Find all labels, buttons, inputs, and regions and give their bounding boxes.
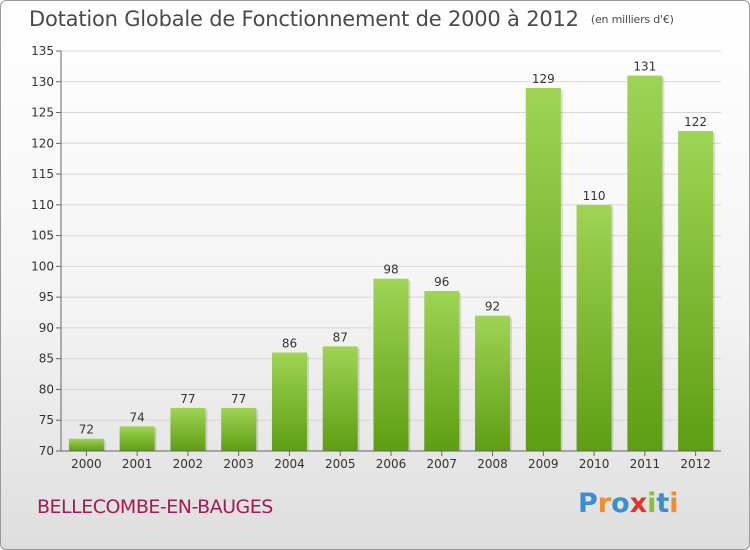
y-tick-label: 130: [31, 75, 54, 89]
bar: [271, 352, 307, 451]
bar-value-label: 131: [633, 60, 656, 74]
proxiti-logo: Proxiti: [578, 488, 679, 519]
x-tick-label: 2008: [477, 457, 508, 471]
bar: [424, 291, 460, 451]
y-tick-label: 95: [39, 290, 54, 304]
bar-value-label: 86: [282, 337, 297, 351]
bar-value-label: 74: [130, 410, 145, 424]
y-tick-label: 110: [31, 198, 54, 212]
logo-letter: t: [656, 488, 670, 519]
y-tick-label: 100: [31, 259, 54, 273]
bar: [68, 438, 104, 451]
bar-value-label: 77: [180, 392, 195, 406]
x-tick-label: 2012: [680, 457, 711, 471]
logo-letter: i: [669, 488, 679, 519]
x-tick-label: 2001: [122, 457, 153, 471]
x-tick-label: 2011: [630, 457, 661, 471]
bar-value-label: 110: [583, 189, 606, 203]
bar: [373, 278, 409, 451]
bar-value-label: 98: [383, 263, 398, 277]
x-tick-label: 2007: [426, 457, 457, 471]
y-tick-label: 125: [31, 106, 54, 120]
y-tick-label: 80: [39, 382, 54, 396]
x-tick-label: 2002: [173, 457, 204, 471]
bar-value-label: 129: [532, 72, 555, 86]
y-tick-label: 135: [31, 44, 54, 58]
y-tick-label: 85: [39, 352, 54, 366]
bar: [119, 426, 155, 451]
bar: [627, 75, 663, 451]
axes: 70 75 80 85 90 95 100 105 110 115 120 125 130 135 2000…: [31, 44, 721, 471]
y-tick-label: 115: [31, 167, 54, 181]
chart-subtitle: (en milliers d'€): [590, 13, 674, 26]
x-tick-label: 2003: [223, 457, 254, 471]
bar-value-label: 122: [684, 115, 707, 129]
chart-title-text: Dotation Globale de Fonctionnement de 20…: [29, 7, 579, 31]
logo-letter: P: [578, 488, 598, 519]
bar: [525, 87, 561, 451]
bars: [68, 75, 716, 451]
bar: [678, 131, 714, 451]
x-tick-label: 2009: [528, 457, 559, 471]
bar: [322, 346, 358, 451]
bar-value-label: 72: [79, 423, 94, 437]
y-tick-label: 70: [39, 444, 54, 458]
logo-letter: o: [611, 488, 630, 519]
x-tick-label: 2000: [71, 457, 102, 471]
y-tick-label: 75: [39, 413, 54, 427]
bar: [170, 407, 206, 451]
chart-title: Dotation Globale de Fonctionnement de 20…: [29, 7, 674, 31]
x-tick-label: 2005: [325, 457, 356, 471]
bar: [576, 204, 612, 451]
y-tick-label: 120: [31, 136, 54, 150]
bar-value-label: 92: [485, 300, 500, 314]
logo-letter: x: [629, 488, 648, 519]
logo-letter: i: [647, 488, 657, 519]
commune-name: BELLECOMBE-EN-BAUGES: [37, 496, 273, 518]
y-tick-label: 105: [31, 229, 54, 243]
bar-value-label: 87: [333, 330, 348, 344]
x-tick-label: 2006: [376, 457, 407, 471]
bar-value-label: 96: [434, 275, 449, 289]
logo-letter: r: [597, 488, 612, 519]
bar: [221, 407, 257, 451]
y-tick-label: 90: [39, 321, 54, 335]
data-labels: 72 74 77 77 86 87 98 96 92 129 110 131 122: [79, 60, 707, 437]
bar: [475, 315, 511, 451]
x-tick-label: 2010: [579, 457, 610, 471]
x-tick-label: 2004: [274, 457, 305, 471]
bar-value-label: 77: [231, 392, 246, 406]
